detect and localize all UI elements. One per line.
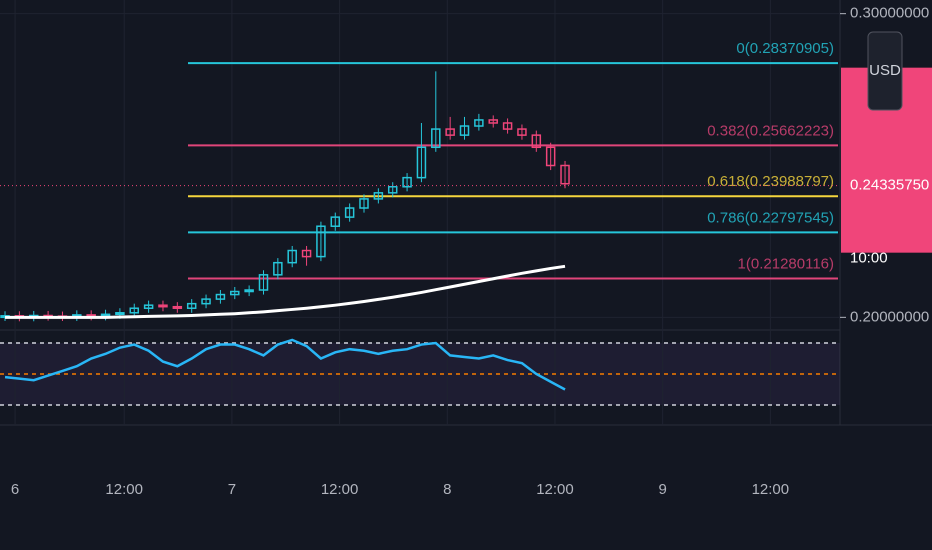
last-price-label: 0.24335750 <box>850 177 929 194</box>
candle-body <box>545 146 556 167</box>
candle-body <box>158 304 168 308</box>
candle-body <box>373 192 384 200</box>
moving-average <box>5 264 566 319</box>
candle-body <box>244 289 254 293</box>
x-tick-label: 12:00 <box>321 481 359 498</box>
candle-body <box>230 290 240 296</box>
candle-body <box>459 125 470 136</box>
candle-body <box>416 146 427 179</box>
x-tick-label: 8 <box>443 481 451 498</box>
x-tick-label: 6 <box>11 481 19 498</box>
candle-body <box>387 186 398 194</box>
candle-body <box>100 313 111 317</box>
countdown: 10:00 <box>850 250 888 267</box>
rsi-line <box>4 338 566 391</box>
currency-button <box>867 31 903 111</box>
candle-body <box>115 312 125 316</box>
candle-body <box>560 164 570 185</box>
candle-body <box>488 119 498 124</box>
candle-body <box>186 302 197 309</box>
y-tick-label: 0.20000000 <box>850 308 929 325</box>
candle-body <box>301 249 312 258</box>
candle-body <box>215 293 226 300</box>
candle-body <box>258 274 269 291</box>
fib-label: 0.618(0.23988797) <box>707 173 834 190</box>
x-tick-label: 12:00 <box>105 481 143 498</box>
candle-body <box>502 122 513 130</box>
fib-label: 0(0.28370905) <box>736 40 834 57</box>
candle-body <box>445 128 455 136</box>
candle-body <box>201 298 211 305</box>
fib-label: 0.382(0.25662223) <box>707 122 834 139</box>
candle-body <box>143 304 154 309</box>
candle-body <box>330 216 341 227</box>
candle-body <box>474 119 484 127</box>
x-tick-label: 12:00 <box>536 481 574 498</box>
currency-label: USD <box>869 62 901 79</box>
candle-body <box>273 261 283 276</box>
y-tick-label: 0.30000000 <box>850 5 929 22</box>
candle-body <box>402 176 412 188</box>
candle-body <box>359 198 369 209</box>
candle-body <box>316 225 326 258</box>
candle-body <box>172 305 183 309</box>
x-tick-label: 9 <box>658 481 666 498</box>
candle-body <box>531 134 542 149</box>
candle-body <box>129 307 140 314</box>
x-tick-label: 7 <box>228 481 236 498</box>
fib-label: 1(0.21280116) <box>738 255 834 272</box>
x-tick-label: 12:00 <box>752 481 790 498</box>
candle-body <box>287 249 297 264</box>
candle-body <box>517 128 527 136</box>
candle-body <box>344 207 355 218</box>
candle-body <box>431 128 441 149</box>
fib-label: 0.786(0.22797545) <box>707 209 834 226</box>
